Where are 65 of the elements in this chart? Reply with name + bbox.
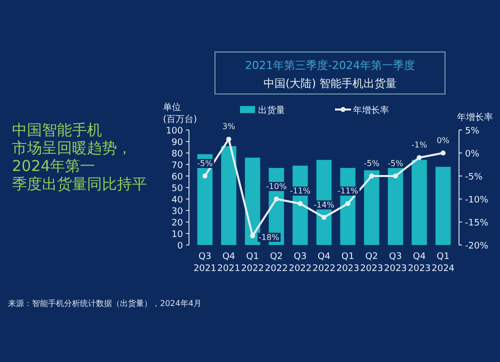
data-label: -18% bbox=[258, 232, 280, 242]
bar bbox=[364, 170, 380, 245]
data-label: 0% bbox=[436, 136, 450, 145]
point bbox=[202, 174, 208, 178]
y-tick-label: 80 bbox=[172, 150, 184, 160]
point bbox=[416, 155, 422, 160]
y2-tick-label: 0% bbox=[465, 150, 480, 160]
bar bbox=[388, 168, 404, 245]
data-label: 3% bbox=[222, 122, 236, 132]
point bbox=[298, 201, 303, 206]
x-tick-label: Q3 2021 bbox=[193, 252, 216, 274]
source-note: 来源：智能手机分析统计数据（出货量），2024年4月 bbox=[8, 299, 202, 308]
y-tick-label: 0 bbox=[177, 242, 184, 252]
x-tick-label: Q3 2022 bbox=[288, 252, 312, 274]
data-label: -5% bbox=[197, 159, 214, 168]
x-tick-label: Q4 2023 bbox=[408, 252, 431, 274]
y-tick-label: 30 bbox=[172, 207, 184, 217]
bar bbox=[244, 158, 260, 245]
point bbox=[322, 214, 326, 220]
y-tick-label: 20 bbox=[172, 218, 184, 228]
data-label: -1% bbox=[411, 140, 428, 150]
x-tick-label: Q2 2022 bbox=[264, 252, 288, 274]
x-tick-label: Q1 2022 bbox=[241, 252, 264, 274]
y2-tick-label: -15% bbox=[465, 218, 489, 228]
bar bbox=[435, 166, 451, 245]
y-tick-label: 60 bbox=[172, 172, 184, 182]
chart-title: 2021年第三季度-2024年第一季度 bbox=[245, 59, 415, 72]
point bbox=[345, 201, 350, 206]
data-label: -5% bbox=[364, 159, 380, 168]
point bbox=[226, 136, 232, 142]
y-tick-label: 70 bbox=[172, 161, 184, 171]
y-tick-label: 50 bbox=[172, 184, 184, 194]
bar bbox=[197, 154, 213, 245]
point bbox=[274, 196, 279, 202]
data-label: -11% bbox=[290, 186, 311, 196]
text: 中国智能手机市场呈回暖趋势，2024年第一季度出货量同比持平 bbox=[12, 121, 147, 193]
y-tick-label: 100 bbox=[166, 126, 184, 136]
data-label: -14% bbox=[314, 200, 335, 210]
y-tick-label: 10 bbox=[172, 230, 184, 240]
point bbox=[369, 174, 374, 178]
data-label: -10% bbox=[266, 182, 288, 191]
chart-subtitle: 中国(大陆) 智能手机出货量 bbox=[263, 77, 397, 90]
x-tick-label: Q3 2023 bbox=[384, 252, 407, 274]
y-tick-label: 40 bbox=[172, 196, 184, 206]
x-tick-label: Q4 2021 bbox=[217, 252, 240, 274]
y2-tick-label: -5% bbox=[465, 172, 483, 182]
legend-label: 年增长率 bbox=[353, 105, 389, 116]
x-tick-label: Q1 2023 bbox=[336, 252, 360, 274]
bar bbox=[221, 146, 236, 245]
x-tick-label: Q1 2024 bbox=[432, 252, 455, 274]
point bbox=[440, 150, 446, 156]
point bbox=[250, 233, 256, 238]
legend-label: 出货量 bbox=[258, 105, 285, 116]
data-label: -5% bbox=[388, 159, 404, 168]
y2-axis-title: 年增长率 bbox=[457, 112, 493, 123]
x-tick-label: Q4 2022 bbox=[312, 252, 336, 274]
data-label: -11% bbox=[337, 186, 359, 196]
y-tick-label: 90 bbox=[172, 138, 184, 148]
y-axis-title: 单位 (百万台) bbox=[163, 102, 198, 125]
point bbox=[392, 174, 398, 178]
y2-tick-label: -10% bbox=[465, 196, 489, 206]
y2-tick-label: -20% bbox=[465, 242, 489, 252]
bar bbox=[412, 160, 427, 245]
y2-tick-label: 5% bbox=[465, 126, 480, 136]
x-tick-label: Q2 2023 bbox=[360, 252, 384, 274]
